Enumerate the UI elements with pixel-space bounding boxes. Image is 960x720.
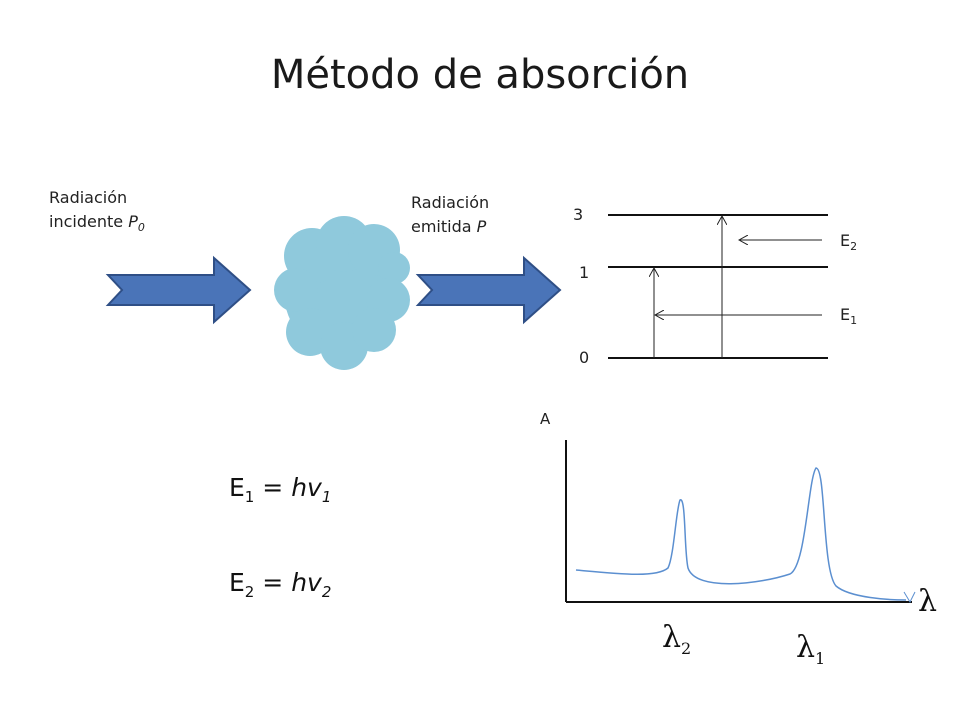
eq1-op: =	[262, 473, 284, 502]
emitted-radiation-label: Radiación emitida P	[411, 191, 489, 239]
emitted-label-line2: emitida P	[411, 215, 489, 239]
equation-e1: E1 = hv1	[229, 473, 331, 506]
spectrum-curve-end-mark	[903, 591, 916, 604]
level-0-label: 0	[579, 348, 590, 367]
level-3-label: 3	[573, 205, 584, 224]
absorption-spectrum-curve	[575, 467, 907, 601]
emitted-radiation-arrow	[415, 255, 562, 325]
e2-subscript: 2	[850, 240, 858, 254]
level-1-label: 1	[579, 263, 590, 282]
lambda-1-subscript: 1	[815, 649, 826, 668]
emitted-label-word: emitida	[411, 217, 472, 236]
incident-label-subscript: 0	[137, 221, 145, 235]
emitted-label-line1: Radiación	[411, 193, 490, 212]
page-title: Método de absorción	[270, 52, 690, 98]
lambda-1-symbol: λ	[796, 630, 816, 665]
e1-letter: E	[840, 305, 851, 324]
eq1-lhs-sub: 1	[244, 488, 255, 506]
incident-label-line2: incidente P0	[49, 210, 145, 240]
eq2-lhs: E	[229, 568, 245, 597]
eq2-lhs-sub: 2	[244, 583, 255, 601]
e2-letter: E	[840, 231, 851, 250]
incident-label-symbol: P	[128, 212, 138, 231]
spectrum-y-axis-label: A	[540, 410, 551, 428]
incident-label-word: incidente	[49, 212, 124, 231]
emitted-label-symbol: P	[476, 217, 487, 236]
eq1-lhs: E	[229, 473, 245, 502]
e2-label: E2	[840, 231, 857, 253]
eq1-rhs-sub: 1	[321, 488, 332, 506]
e1-label: E1	[840, 305, 857, 327]
lambda-2-symbol: λ	[662, 620, 682, 655]
equation-e2: E2 = hv2	[229, 568, 331, 601]
lambda-2-label: λ2	[662, 620, 691, 658]
eq2-op: =	[262, 568, 284, 597]
sample-cloud	[274, 216, 410, 370]
incident-radiation-arrow	[105, 255, 252, 325]
incident-radiation-label: Radiación incidente P0	[49, 186, 145, 240]
eq2-rhs: hv	[291, 568, 322, 597]
incident-label-line1: Radiación	[49, 188, 128, 207]
eq2-rhs-sub: 2	[321, 583, 332, 601]
lambda-2-subscript: 2	[681, 639, 692, 658]
spectrum-x-axis-label: λ	[918, 584, 938, 619]
eq1-rhs: hv	[291, 473, 322, 502]
lambda-1-label: λ1	[796, 630, 825, 668]
e1-subscript: 1	[850, 314, 858, 328]
